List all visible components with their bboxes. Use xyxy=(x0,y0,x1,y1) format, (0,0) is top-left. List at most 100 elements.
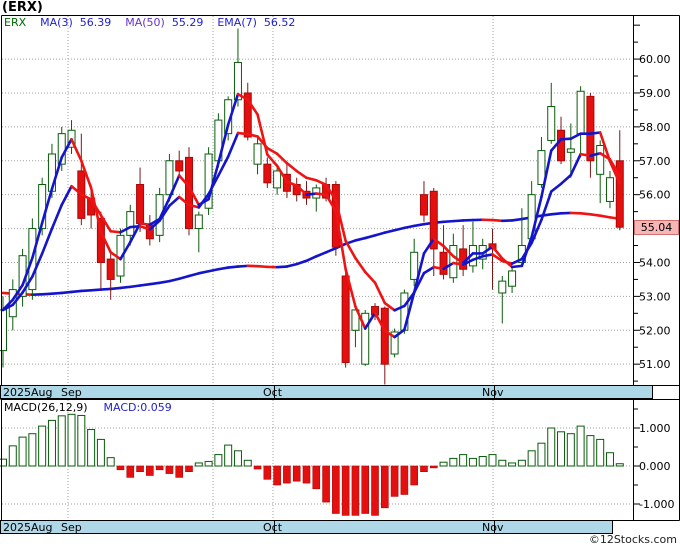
candle-body-up xyxy=(498,280,507,294)
ma3-line-segment xyxy=(422,237,436,255)
macd-bar-negative xyxy=(146,465,154,476)
ma3-line-segment xyxy=(549,138,563,152)
candle-body-down xyxy=(615,160,624,228)
ma50-line-segment xyxy=(226,265,240,269)
macd-bar-positive xyxy=(194,462,203,467)
candle-body-down xyxy=(136,184,145,224)
candle-body-down xyxy=(419,194,428,216)
macd-bar-positive xyxy=(537,442,546,467)
macd-bar-positive xyxy=(106,457,115,467)
price-axis-label: 57.00 xyxy=(639,155,671,168)
ma50-line-segment xyxy=(158,279,171,285)
macd-bar-negative xyxy=(283,465,291,484)
ma3-line-segment xyxy=(491,245,504,260)
ma3-line-segment xyxy=(383,329,396,339)
ma50-line-segment xyxy=(70,289,83,294)
ema7-line-segment xyxy=(11,291,24,307)
candle-body-up xyxy=(449,245,458,279)
ma3-line-segment xyxy=(344,267,357,308)
macd-bar-positive xyxy=(605,452,614,467)
ma3-line-segment xyxy=(99,230,112,254)
ema7-line-segment xyxy=(481,253,494,258)
ma50-line-segment xyxy=(187,272,201,278)
ma3-line-segment xyxy=(510,264,524,269)
candle-body-down xyxy=(175,160,184,172)
month-label: Sep xyxy=(61,521,82,534)
ma3-line-segment xyxy=(89,186,103,234)
macd-bar-positive xyxy=(8,445,17,467)
month-label: Nov xyxy=(482,521,504,534)
ma3-line-segment xyxy=(589,131,602,135)
macd-bar-positive xyxy=(96,438,105,467)
candle-body-up xyxy=(361,312,370,365)
macd-bar-negative xyxy=(185,465,193,472)
macd-bar-negative xyxy=(351,465,360,516)
macd-bar-positive xyxy=(0,458,7,467)
macd-axis-label: 0.000 xyxy=(639,460,671,473)
time-axis-band-macd: 2025Aug Sep Oct Nov xyxy=(0,520,613,534)
price-axis-label: 60.00 xyxy=(639,53,671,66)
macd-bar-positive xyxy=(488,454,497,467)
ma3-line-segment xyxy=(354,305,367,330)
macd-bar-positive xyxy=(557,431,566,467)
macd-bar-positive xyxy=(576,425,585,467)
price-axis-label: 59.00 xyxy=(639,87,671,100)
ema7-line-segment xyxy=(422,265,436,275)
macd-bar-negative xyxy=(390,465,399,497)
macd-bar-negative xyxy=(371,465,379,516)
ma50-line-segment xyxy=(354,236,367,242)
ema7-line-segment xyxy=(324,183,338,202)
macd-bar-positive xyxy=(586,435,595,467)
candle-body-up xyxy=(596,145,605,175)
candle-body-up xyxy=(508,270,517,287)
ma3-line-segment xyxy=(432,237,445,248)
candle-body-up xyxy=(547,106,556,141)
ma3-line-segment xyxy=(363,311,377,330)
ma50-line-segment xyxy=(363,234,377,240)
ma50-line-segment xyxy=(510,217,524,222)
ema7-line-segment xyxy=(393,304,406,312)
ema7-line-segment xyxy=(99,213,112,233)
ma3-line-segment xyxy=(295,184,308,196)
ema7-line-segment xyxy=(344,239,357,260)
candle-body-down xyxy=(263,163,272,184)
ma50-line-segment xyxy=(148,281,161,286)
legend-ma3-value: 56.39 xyxy=(79,16,112,29)
macd-bar-positive xyxy=(233,450,242,467)
macd-bar-negative xyxy=(420,465,428,472)
ema7-line-segment xyxy=(461,258,475,266)
price-axis-label: 53.00 xyxy=(639,290,671,303)
macd-bar-negative xyxy=(381,465,389,509)
ma3-line-segment xyxy=(119,240,132,261)
ema7-line-segment xyxy=(138,224,152,231)
ema7-line-segment xyxy=(148,219,161,231)
ma50-line-segment xyxy=(491,218,504,223)
ma3-line-segment xyxy=(305,192,318,196)
candle-body-up xyxy=(566,148,575,153)
ma3-line-segment xyxy=(109,251,122,261)
ma50-line-segment xyxy=(109,286,122,291)
macd-bar-negative xyxy=(361,465,370,514)
copyright-watermark: ©12Stocks.com xyxy=(588,533,677,546)
macd-bar-negative xyxy=(273,465,281,486)
macd-value-label: MACD:0.059 xyxy=(103,401,172,414)
ma3-line-segment xyxy=(31,221,44,260)
ema7-line-segment xyxy=(217,155,230,177)
candle-body-down xyxy=(106,258,115,280)
candle-body-up xyxy=(390,331,399,355)
ema7-line-segment xyxy=(520,241,533,261)
price-axis-label: 58.00 xyxy=(639,121,671,134)
macd-bar-negative xyxy=(322,465,330,503)
macd-bar-negative xyxy=(175,465,184,478)
ma50-line-segment xyxy=(305,255,318,263)
ema7-line-segment xyxy=(530,218,543,245)
macd-bar-negative xyxy=(292,465,301,482)
ema7-line-segment xyxy=(540,190,553,222)
ma3-line-segment xyxy=(285,180,299,187)
ema7-line-segment xyxy=(569,152,582,177)
ma3-line-segment xyxy=(393,328,406,339)
ma3-line-segment xyxy=(540,149,553,199)
ema7-line-segment xyxy=(452,261,465,266)
ma3-line-segment xyxy=(148,217,161,226)
ma50-line-segment xyxy=(373,231,387,237)
